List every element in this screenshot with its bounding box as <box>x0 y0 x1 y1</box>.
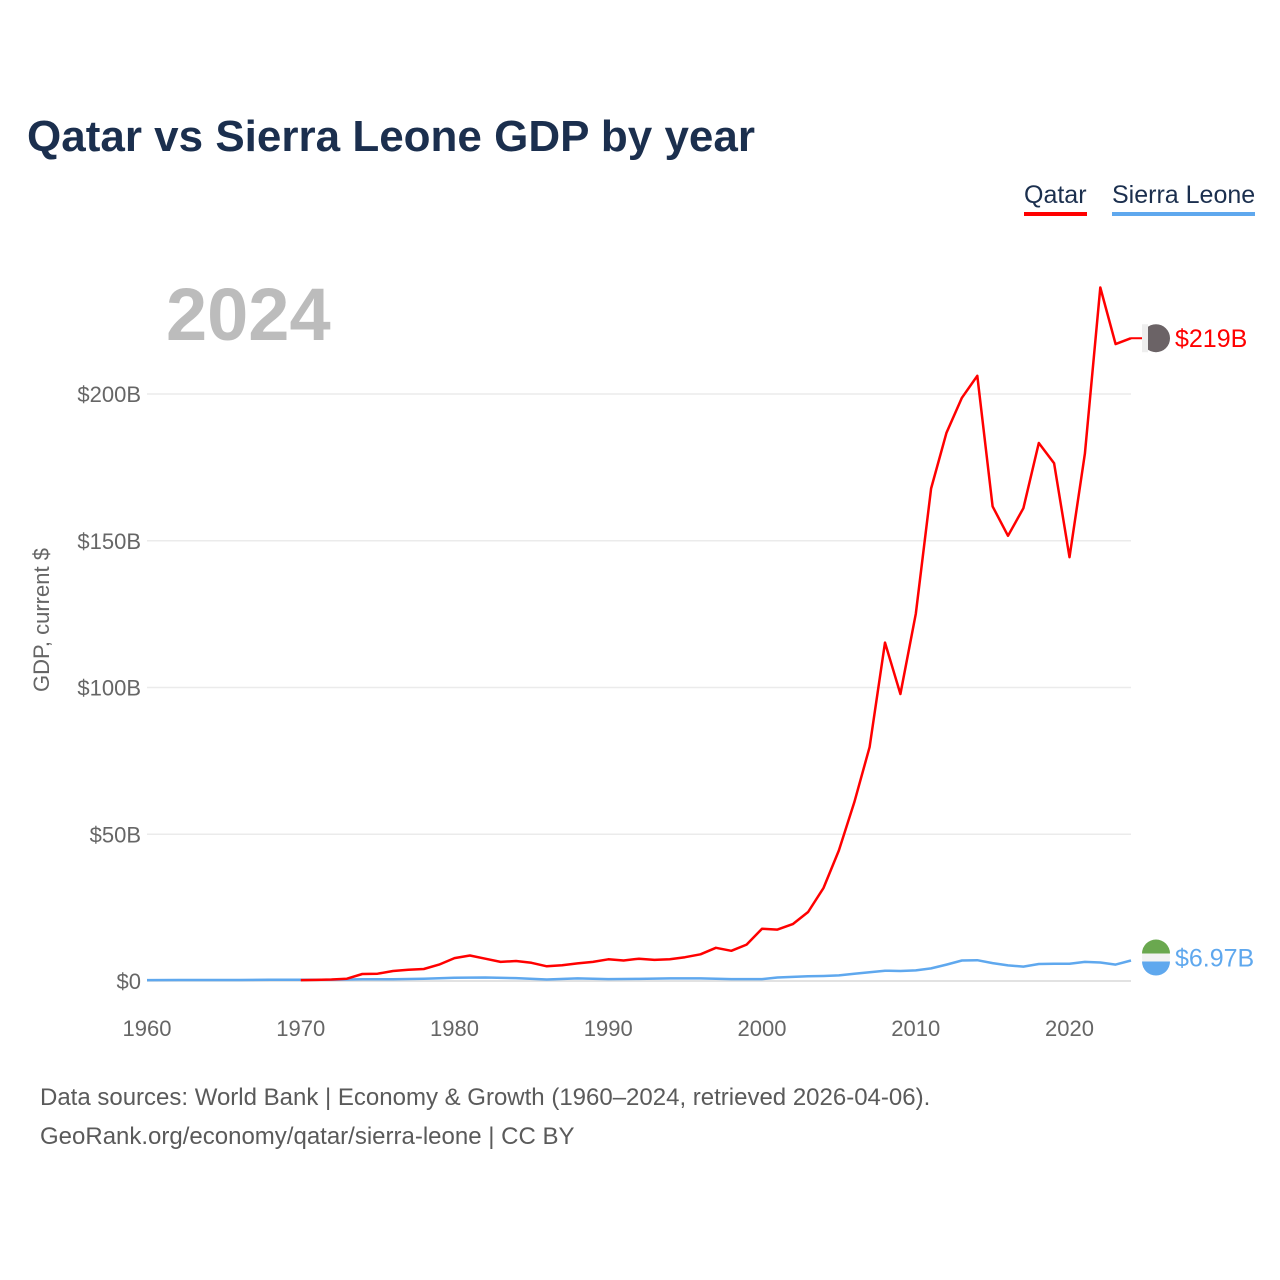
x-tick-label: 1970 <box>276 1016 325 1041</box>
x-tick-label: 2000 <box>738 1016 787 1041</box>
x-tick-label: 2020 <box>1045 1016 1094 1041</box>
y-tick-label: $150B <box>77 529 141 554</box>
y-tick-label: $50B <box>90 822 141 847</box>
current-year-label: 2024 <box>166 273 331 356</box>
footer-attribution[interactable]: GeoRank.org/economy/qatar/sierra-leone |… <box>40 1123 575 1150</box>
series-line-sierra-leone <box>146 958 1132 982</box>
chart-title: Qatar vs Sierra Leone GDP by year <box>27 112 755 161</box>
x-tick-label: 1980 <box>430 1016 479 1041</box>
legend-sierra-leone[interactable]: Sierra Leone <box>1112 181 1256 216</box>
x-tick-label: 2010 <box>891 1016 940 1041</box>
y-tick-label: $100B <box>77 676 141 701</box>
qatar-flag-icon <box>1142 324 1170 353</box>
series-line-qatar <box>300 286 1132 982</box>
end-label-sierra-leone: $6.97B <box>1175 945 1254 973</box>
flag-green-band <box>1142 939 1170 954</box>
end-label-qatar: $219B <box>1175 325 1247 353</box>
flag-blue-band <box>1142 961 1170 976</box>
qatar-flag-white-band <box>1142 324 1148 353</box>
y-tick-label: $0 <box>117 969 141 994</box>
legend-qatar[interactable]: Qatar <box>1024 181 1087 216</box>
x-tick-label: 1960 <box>123 1016 172 1041</box>
y-tick-label: $200B <box>77 382 141 407</box>
footer-sources: Data sources: World Bank | Economy & Gro… <box>40 1084 931 1111</box>
x-tick-label: 1990 <box>584 1016 633 1041</box>
